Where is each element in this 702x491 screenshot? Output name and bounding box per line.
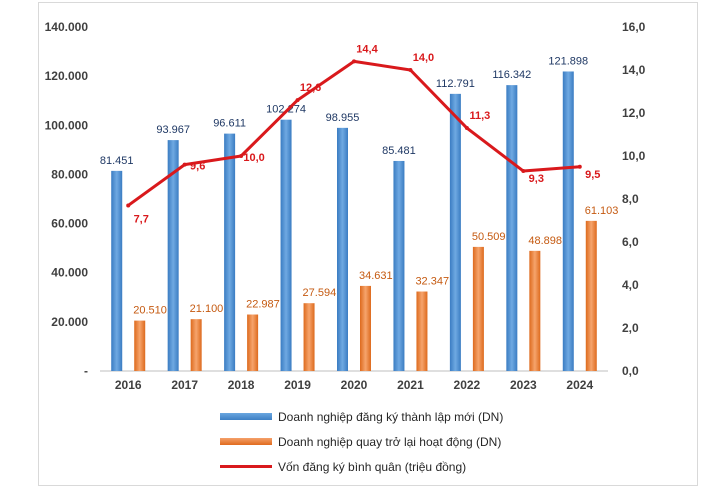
bar-new-businesses	[506, 85, 518, 371]
bar-returning-businesses	[472, 246, 484, 371]
x-tick-label: 2020	[341, 378, 368, 392]
x-tick-label: 2023	[510, 378, 537, 392]
line-value-label: 7,7	[134, 213, 149, 225]
legend-item-new-businesses: Doanh nghiệp đăng ký thành lập mới (DN)	[220, 404, 503, 429]
bar-new-businesses	[280, 119, 292, 371]
bar-returning-businesses	[190, 319, 202, 371]
x-tick-label: 2018	[228, 378, 255, 392]
x-tick-label: 2019	[284, 378, 311, 392]
bar-returning-businesses	[303, 303, 315, 371]
bar-returning-businesses	[134, 320, 146, 371]
combo-chart: - 20.000 40.000 60.000 80.000 100.000 120.000 1…	[45, 20, 646, 392]
line-point-average-capital	[126, 203, 131, 208]
x-tick-label: 2022	[454, 378, 481, 392]
bar-returning-value-label: 34.631	[359, 270, 393, 282]
bar-new-value-label: 96.611	[213, 118, 246, 130]
legend-label-new: Doanh nghiệp đăng ký thành lập mới (DN)	[278, 409, 504, 424]
line-value-label: 9,3	[529, 173, 544, 185]
line-point-average-capital	[464, 126, 469, 131]
legend-item-average-capital: Vốn đăng ký bình quân (triệu đồng)	[220, 454, 503, 479]
bar-returning-value-label: 50.509	[472, 231, 506, 243]
y-left-tick-label: 100.000	[45, 118, 89, 132]
line-point-average-capital	[182, 162, 187, 167]
legend-item-returning-businesses: Doanh nghiệp quay trở lại hoạt động (DN)	[220, 429, 503, 454]
line-point-average-capital	[239, 154, 244, 158]
bar-returning-value-label: 20.510	[133, 305, 167, 317]
bar-new-businesses	[449, 93, 461, 372]
bar-returning-value-label: 21.100	[190, 303, 224, 315]
x-tick-label: 2016	[115, 378, 142, 392]
y-left-tick-label: 80.000	[51, 167, 88, 181]
x-tick-label: 2017	[171, 378, 198, 392]
bar-new-value-label: 98.955	[326, 112, 360, 124]
bar-returning-value-label: 27.594	[303, 287, 337, 299]
bar-new-businesses	[393, 160, 405, 371]
y-right-tick-label: 4,0	[622, 278, 639, 292]
bar-new-businesses	[111, 170, 123, 371]
bar-returning-value-label: 61.103	[585, 205, 619, 217]
legend: Doanh nghiệp đăng ký thành lập mới (DN) …	[220, 404, 503, 479]
line-point-average-capital	[521, 169, 526, 174]
line-value-label: 14,0	[413, 52, 434, 64]
y-right-tick-label: 8,0	[622, 192, 639, 206]
bar-returning-businesses	[585, 220, 597, 371]
bar-returning-businesses	[529, 250, 541, 371]
legend-swatch-returning	[220, 438, 272, 445]
bar-new-value-label: 93.967	[156, 124, 190, 136]
line-value-label: 14,4	[356, 43, 378, 55]
line-value-label: 9,5	[585, 169, 600, 181]
bar-returning-value-label: 48.898	[528, 235, 562, 247]
y-right-tick-label: 0,0	[622, 364, 639, 378]
legend-swatch-capital	[220, 465, 272, 468]
bar-new-businesses	[224, 133, 236, 371]
bar-new-value-label: 121.898	[548, 55, 588, 67]
y-left-tick-label: 40.000	[51, 266, 88, 280]
bar-new-value-label: 112.791	[436, 78, 475, 90]
y-left-tick-label: 120.000	[45, 69, 89, 83]
y-left-tick-label: -	[84, 364, 88, 378]
x-tick-label: 2021	[397, 378, 424, 392]
y-right-tick-label: 16,0	[622, 20, 646, 34]
line-point-average-capital	[577, 164, 582, 169]
bar-returning-businesses	[247, 314, 259, 371]
x-tick-label: 2024	[566, 378, 593, 392]
legend-label-capital: Vốn đăng ký bình quân (triệu đồng)	[278, 459, 467, 474]
bar-returning-businesses	[416, 291, 428, 371]
line-point-average-capital	[352, 59, 356, 64]
legend-swatch-new	[220, 413, 272, 420]
y-right-tick-label: 2,0	[622, 321, 639, 335]
bar-returning-businesses	[360, 285, 371, 371]
line-point-average-capital	[408, 68, 413, 72]
bar-new-value-label: 116.342	[492, 69, 531, 81]
chart-frame	[38, 2, 698, 486]
y-left-tick-label: 60.000	[51, 217, 88, 231]
bar-returning-value-label: 22.987	[246, 299, 280, 311]
bar-returning-value-label: 32.347	[415, 276, 449, 288]
bar-new-businesses	[562, 71, 574, 372]
y-right-tick-label: 6,0	[622, 235, 639, 249]
bar-new-value-label: 85.481	[382, 145, 416, 157]
y-right-tick-label: 10,0	[622, 149, 646, 163]
line-value-label: 9,6	[190, 161, 205, 173]
y-right-tick-label: 14,0	[622, 63, 646, 77]
y-left-tick-label: 20.000	[51, 315, 88, 329]
y-right-tick-label: 12,0	[622, 106, 646, 120]
line-point-average-capital	[295, 98, 300, 103]
bar-new-value-label: 81.451	[100, 155, 134, 167]
legend-label-returning: Doanh nghiệp quay trở lại hoạt động (DN)	[278, 434, 502, 449]
line-value-label: 10,0	[243, 152, 264, 164]
bar-new-businesses	[337, 127, 348, 372]
bar-new-businesses	[167, 140, 179, 371]
line-value-label: 12,6	[300, 82, 321, 94]
line-value-label: 11,3	[469, 110, 490, 122]
y-left-tick-label: 140.000	[45, 20, 89, 34]
